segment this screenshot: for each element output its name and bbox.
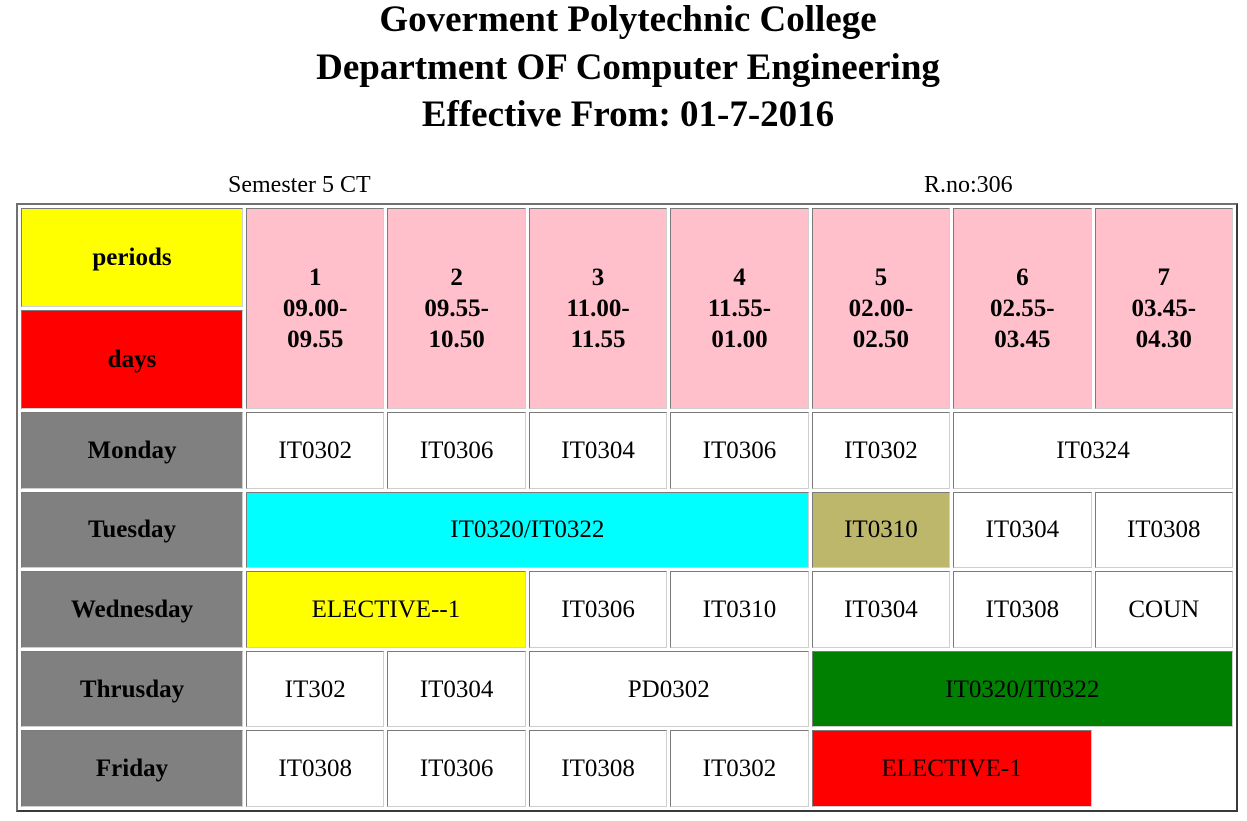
period-start: 02.00- (848, 295, 914, 323)
room-number: R.no:306 (924, 172, 1013, 198)
header-row-top: periods 1 09.00- 09.55 2 09.55- 10.50 3 11.00… (21, 208, 1233, 410)
day-row-wednesday: Wednesday ELECTIVE--1 IT0306 IT0310 IT0304 IT… (21, 571, 1233, 648)
period-number: 1 (308, 264, 322, 292)
subject-cell: IT0306 (387, 730, 526, 807)
subject-cell: IT0304 (528, 412, 668, 489)
period-number: 2 (450, 264, 463, 292)
period-start: 11.00- (566, 295, 630, 323)
subject-cell: IT0302 (246, 412, 385, 489)
period-number: 3 (591, 264, 605, 292)
department-title: Department OF Computer Engineering (316, 47, 940, 88)
subject-cell: IT0320/IT0322 (811, 650, 1233, 728)
days-label: days (21, 310, 243, 410)
day-label: Friday (21, 730, 243, 807)
subject-cell: IT0306 (387, 412, 526, 489)
period-header-7: 7 03.45- 04.30 (1094, 208, 1233, 410)
subject-cell: IT302 (246, 650, 385, 728)
header-row-bottom: days (21, 310, 1233, 410)
period-end: 01.00 (711, 326, 768, 354)
period-start: 09.55- (424, 295, 489, 323)
timetable: periods 1 09.00- 09.55 2 09.55- 10.50 3 11.00… (16, 203, 1238, 812)
period-end: 04.30 (1135, 326, 1192, 354)
period-start: 09.00- (282, 295, 348, 323)
semester-label: Semester 5 CT (228, 172, 371, 198)
subject-cell: IT0320/IT0322 (246, 491, 809, 569)
subject-cell: IT0324 (953, 412, 1233, 489)
day-label: Thrusday (21, 650, 243, 728)
period-start: 11.55- (707, 295, 772, 323)
college-title: Goverment Polytechnic College (379, 0, 877, 40)
subject-cell: COUN (1094, 571, 1233, 648)
subject-cell: IT0304 (387, 650, 526, 728)
subject-cell: ELECTIVE--1 (246, 571, 526, 648)
subject-cell: IT0310 (811, 491, 951, 569)
period-number: 6 (1016, 264, 1029, 292)
empty-slot (1095, 730, 1233, 807)
subject-cell: IT0310 (670, 571, 809, 648)
period-number: 5 (874, 264, 888, 292)
subject-cell: IT0302 (811, 412, 951, 489)
period-end: 10.50 (428, 326, 485, 354)
period-number: 4 (733, 264, 746, 292)
day-label: Monday (21, 412, 243, 489)
subject-cell: IT0308 (953, 571, 1092, 648)
period-end: 03.45 (994, 326, 1051, 354)
period-number: 7 (1157, 264, 1171, 292)
period-header-5: 5 02.00- 02.50 (811, 208, 951, 410)
subject-cell: IT0308 (246, 730, 385, 807)
subject-cell: ELECTIVE-1 (811, 730, 1092, 807)
period-end: 02.50 (852, 326, 910, 354)
period-start: 03.45- (1131, 295, 1197, 323)
period-header-2: 2 09.55- 10.50 (387, 208, 526, 410)
day-label: Tuesday (21, 491, 243, 569)
subject-cell: IT0304 (811, 571, 951, 648)
day-row-thrusday: Thrusday IT302 IT0304 PD0302 IT0320/IT0322 (21, 650, 1233, 728)
period-end: 11.55 (570, 326, 626, 354)
period-end: 09.55 (287, 326, 344, 354)
day-label: Wednesday (21, 571, 243, 648)
day-row-monday: Monday IT0302 IT0306 IT0304 IT0306 IT0302 IT03… (21, 412, 1233, 489)
day-row-friday: Friday IT0308 IT0306 IT0308 IT0302 ELECTIVE-1 (21, 730, 1233, 807)
period-header-1: 1 09.00- 09.55 (246, 208, 385, 410)
subject-cell: IT0306 (670, 412, 809, 489)
effective-date: Effective From: 01-7-2016 (421, 94, 835, 135)
period-header-3: 3 11.00- 11.55 (528, 208, 668, 410)
subject-cell: IT0308 (1094, 491, 1233, 569)
subject-cell: IT0304 (953, 491, 1092, 569)
subject-cell: IT0308 (528, 730, 668, 807)
subject-cell: IT0302 (670, 730, 809, 807)
subject-cell: IT0306 (528, 571, 668, 648)
period-start: 02.55- (990, 295, 1055, 323)
period-header-4: 4 11.55- 01.00 (670, 208, 809, 410)
period-header-6: 6 02.55- 03.45 (953, 208, 1092, 410)
day-row-tuesday: Tuesday IT0320/IT0322 IT0310 IT0304 IT0308 (21, 491, 1233, 569)
periods-label: periods (21, 208, 243, 308)
subject-cell: PD0302 (528, 650, 809, 728)
